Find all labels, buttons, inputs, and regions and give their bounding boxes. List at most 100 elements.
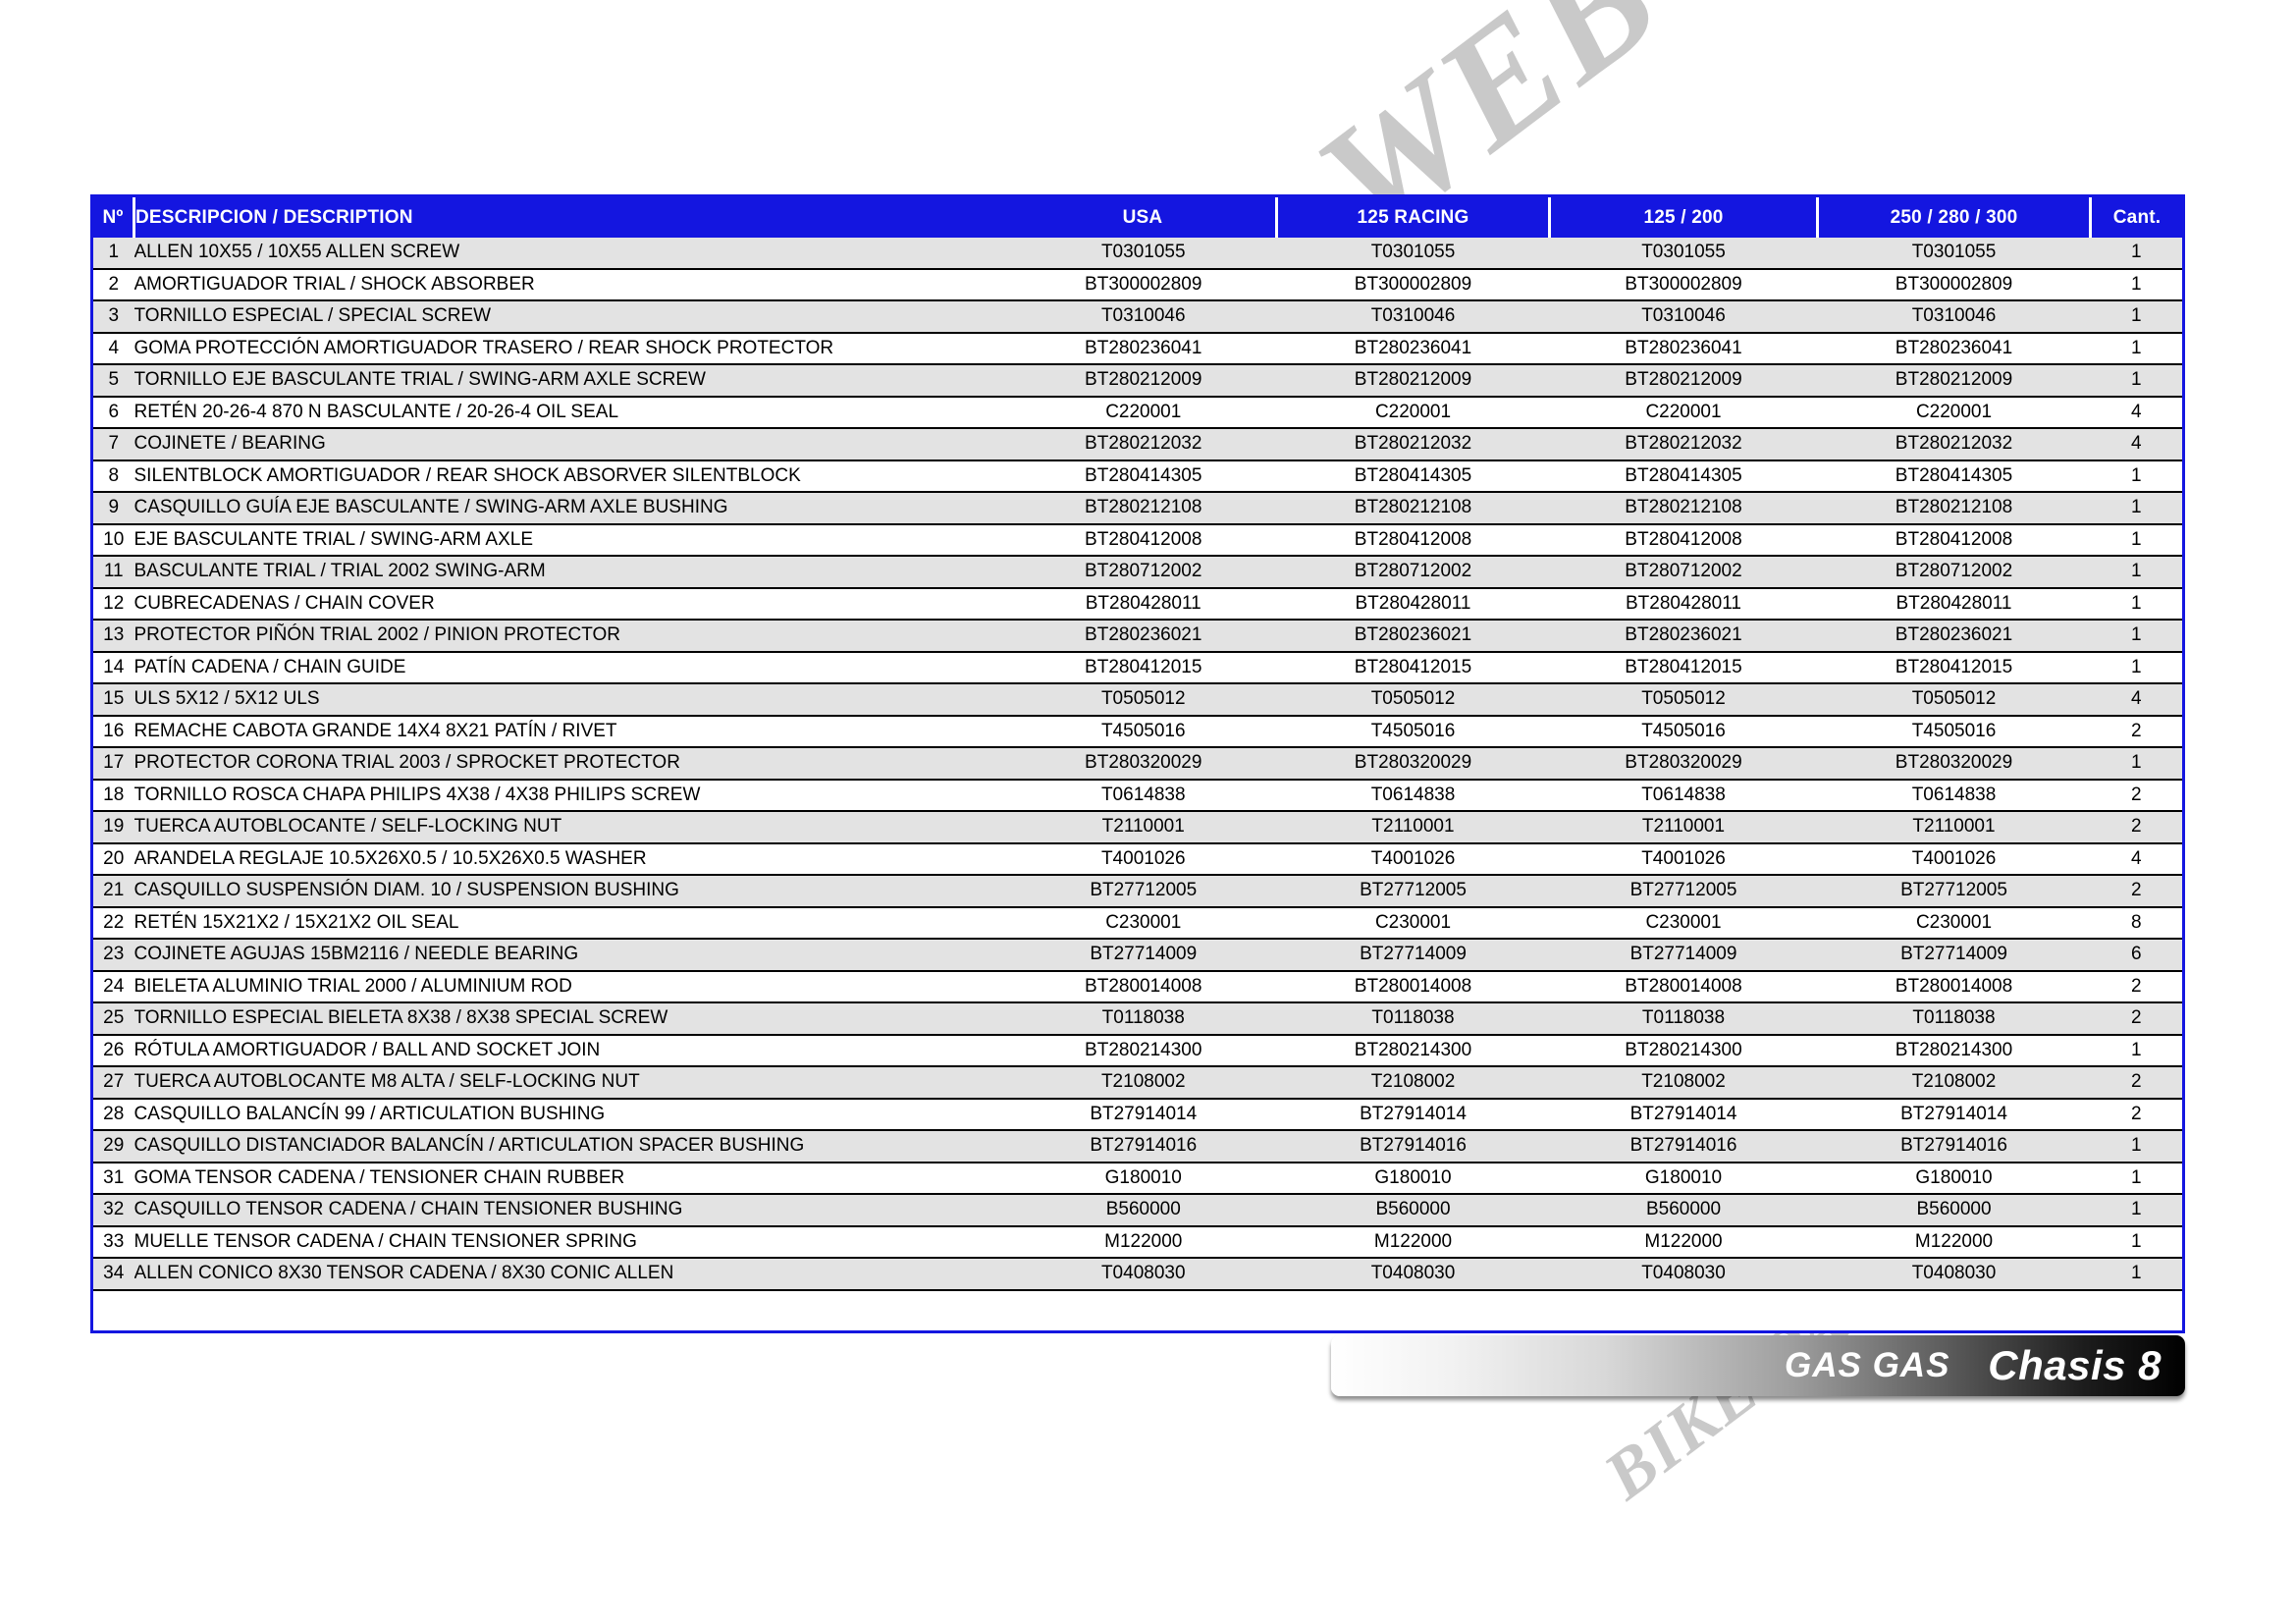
table-row[interactable]: 26 RÓTULA AMORTIGUADOR / BALL AND SOCKET … [93, 1034, 2182, 1067]
table-row[interactable]: 24 BIELETA ALUMINIO TRIAL 2000 / ALUMINIU… [93, 970, 2182, 1003]
row-description: REMACHE CABOTA GRANDE 14X4 8X21 PATÍN / … [133, 715, 1010, 748]
row-part-racing: BT280236041 [1276, 332, 1550, 365]
row-description: ALLEN CONICO 8X30 TENSOR CADENA / 8X30 C… [133, 1258, 1010, 1291]
row-part-250: BT280712002 [1817, 556, 2091, 589]
row-part-125: BT280214300 [1549, 1034, 1818, 1067]
table-row[interactable]: 18 TORNILLO ROSCA CHAPA PHILIPS 4X38 / 4X… [93, 779, 2182, 812]
row-part-usa: BT27712005 [1010, 875, 1277, 908]
table-header: Nº DESCRIPCION / DESCRIPTION USA 125 RAC… [93, 197, 2182, 238]
table-row[interactable]: 34 ALLEN CONICO 8X30 TENSOR CADENA / 8X30… [93, 1258, 2182, 1291]
empty-cell [2090, 1289, 2182, 1330]
row-part-125: BT280212032 [1549, 428, 1818, 461]
table-row[interactable]: 20 ARANDELA REGLAJE 10.5X26X0.5 / 10.5X26… [93, 842, 2182, 876]
row-part-250: BT280320029 [1817, 747, 2091, 781]
table-row[interactable]: 32 CASQUILLO TENSOR CADENA / CHAIN TENSIO… [93, 1194, 2182, 1227]
column-header-250-280-300: 250 / 280 / 300 [1816, 197, 2091, 238]
row-number: 3 [93, 300, 134, 334]
table-row[interactable]: 17 PROTECTOR CORONA TRIAL 2003 / SPROCKET… [93, 747, 2182, 781]
row-part-racing: BT300002809 [1276, 268, 1550, 301]
table-row[interactable]: 28 CASQUILLO BALANCÍN 99 / ARTICULATION B… [93, 1098, 2182, 1131]
row-part-125: BT280236021 [1549, 620, 1818, 653]
row-part-racing: T0310046 [1276, 300, 1550, 334]
row-part-125: BT280428011 [1549, 587, 1818, 621]
row-part-usa: BT280014008 [1010, 970, 1277, 1003]
row-part-usa: BT280212009 [1010, 364, 1277, 398]
table-row[interactable]: 15 ULS 5X12 / 5X12 ULS T0505012 T0505012 T05… [93, 683, 2182, 717]
row-number: 15 [93, 683, 134, 717]
table-row[interactable]: 14 PATÍN CADENA / CHAIN GUIDE BT280412015 B… [93, 651, 2182, 684]
row-number: 28 [93, 1098, 134, 1131]
table-row[interactable]: 13 PROTECTOR PIÑÓN TRIAL 2002 / PINION PR… [93, 620, 2182, 653]
row-quantity: 2 [2090, 970, 2182, 1003]
row-part-racing: T2108002 [1276, 1066, 1550, 1100]
row-description: ALLEN 10X55 / 10X55 ALLEN SCREW [133, 238, 1010, 270]
table-row[interactable]: 2 AMORTIGUADOR TRIAL / SHOCK ABSORBER BT30… [93, 268, 2182, 301]
row-part-250: BT280428011 [1817, 587, 2091, 621]
table-row[interactable]: 6 RETÉN 20-26-4 870 N BASCULANTE / 20-26-… [93, 396, 2182, 429]
row-part-250: BT280212108 [1817, 492, 2091, 525]
table-row[interactable]: 29 CASQUILLO DISTANCIADOR BALANCÍN / ARTI… [93, 1130, 2182, 1163]
row-number: 20 [93, 842, 134, 876]
row-number: 7 [93, 428, 134, 461]
row-part-125: BT280412008 [1549, 523, 1818, 557]
row-part-usa: BT27914014 [1010, 1098, 1277, 1131]
row-quantity: 2 [2090, 875, 2182, 908]
row-part-usa: BT27714009 [1010, 939, 1277, 972]
row-quantity: 1 [2090, 556, 2182, 589]
row-quantity: 6 [2090, 939, 2182, 972]
table-row[interactable]: 12 CUBRECADENAS / CHAIN COVER BT280428011 B… [93, 587, 2182, 621]
table-row[interactable]: 11 BASCULANTE TRIAL / TRIAL 2002 SWING-AR… [93, 556, 2182, 589]
table-row[interactable]: 8 SILENTBLOCK AMORTIGUADOR / REAR SHOCK A… [93, 460, 2182, 493]
row-description: TORNILLO ROSCA CHAPA PHILIPS 4X38 / 4X38… [133, 779, 1010, 812]
table-row[interactable]: 21 CASQUILLO SUSPENSIÓN DIAM. 10 / SUSPEN… [93, 875, 2182, 908]
table-row[interactable]: 3 TORNILLO ESPECIAL / SPECIAL SCREW T03100… [93, 300, 2182, 334]
table-row[interactable]: 25 TORNILLO ESPECIAL BIELETA 8X38 / 8X38 … [93, 1002, 2182, 1036]
table-row[interactable]: 10 EJE BASCULANTE TRIAL / SWING-ARM AXLE B… [93, 523, 2182, 557]
table-row[interactable]: 1 ALLEN 10X55 / 10X55 ALLEN SCREW T0301055… [93, 238, 2182, 270]
empty-cell [1276, 1289, 1550, 1330]
row-part-usa: BT27914016 [1010, 1130, 1277, 1163]
row-part-usa: T0118038 [1010, 1002, 1277, 1036]
row-quantity: 1 [2090, 747, 2182, 781]
row-number: 18 [93, 779, 134, 812]
row-number: 4 [93, 332, 134, 365]
row-part-racing: BT280414305 [1276, 460, 1550, 493]
row-part-usa: BT280236041 [1010, 332, 1277, 365]
row-description: GOMA TENSOR CADENA / TENSIONER CHAIN RUB… [133, 1162, 1010, 1195]
row-number: 32 [93, 1194, 134, 1227]
row-description: TORNILLO ESPECIAL / SPECIAL SCREW [133, 300, 1010, 334]
row-quantity: 1 [2090, 620, 2182, 653]
row-part-250: T2110001 [1817, 811, 2091, 844]
table-row[interactable]: 22 RETÉN 15X21X2 / 15X21X2 OIL SEAL C23000… [93, 906, 2182, 940]
table-row[interactable]: 9 CASQUILLO GUÍA EJE BASCULANTE / SWING-A… [93, 492, 2182, 525]
row-quantity: 4 [2090, 428, 2182, 461]
table-row[interactable]: 5 TORNILLO EJE BASCULANTE TRIAL / SWING-A… [93, 364, 2182, 398]
row-number: 14 [93, 651, 134, 684]
row-part-250: T0310046 [1817, 300, 2091, 334]
row-number: 5 [93, 364, 134, 398]
table-row[interactable]: 19 TUERCA AUTOBLOCANTE / SELF-LOCKING NUT… [93, 811, 2182, 844]
row-part-racing: T0301055 [1276, 238, 1550, 270]
column-header-125-racing: 125 RACING [1275, 197, 1550, 238]
row-description: GOMA PROTECCIÓN AMORTIGUADOR TRASERO / R… [133, 332, 1010, 365]
table-row[interactable]: 23 COJINETE AGUJAS 15BM2116 / NEEDLE BEAR… [93, 939, 2182, 972]
table-header-row: Nº DESCRIPCION / DESCRIPTION USA 125 RAC… [93, 197, 2182, 238]
row-part-125: BT27914014 [1549, 1098, 1818, 1131]
row-part-125: T0118038 [1549, 1002, 1818, 1036]
table-row[interactable]: 4 GOMA PROTECCIÓN AMORTIGUADOR TRASERO / … [93, 332, 2182, 365]
row-description: RETÉN 15X21X2 / 15X21X2 OIL SEAL [133, 906, 1010, 940]
row-part-racing: T4001026 [1276, 842, 1550, 876]
row-description: EJE BASCULANTE TRIAL / SWING-ARM AXLE [133, 523, 1010, 557]
row-quantity: 1 [2090, 238, 2182, 270]
table-row[interactable]: 31 GOMA TENSOR CADENA / TENSIONER CHAIN R… [93, 1162, 2182, 1195]
brand-label: GAS GAS [1785, 1346, 1950, 1384]
row-number: 29 [93, 1130, 134, 1163]
row-part-125: T0505012 [1549, 683, 1818, 717]
row-part-racing: T4505016 [1276, 715, 1550, 748]
row-part-racing: BT27712005 [1276, 875, 1550, 908]
table-row[interactable]: 33 MUELLE TENSOR CADENA / CHAIN TENSIONER… [93, 1225, 2182, 1259]
row-part-250: BT27914016 [1817, 1130, 2091, 1163]
table-row[interactable]: 16 REMACHE CABOTA GRANDE 14X4 8X21 PATÍN … [93, 715, 2182, 748]
table-row[interactable]: 27 TUERCA AUTOBLOCANTE M8 ALTA / SELF-LOC… [93, 1066, 2182, 1100]
table-row[interactable]: 7 COJINETE / BEARING BT280212032 BT28021203… [93, 428, 2182, 461]
